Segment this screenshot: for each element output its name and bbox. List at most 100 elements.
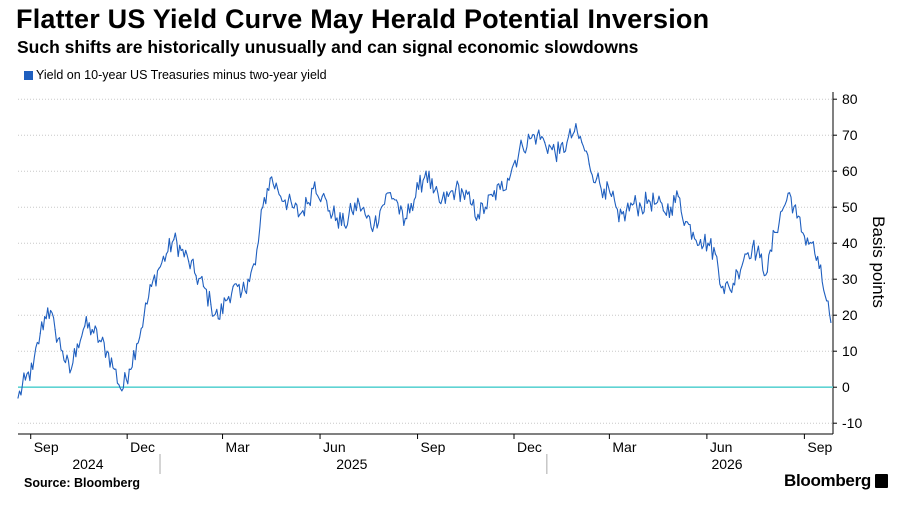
data-point: [180, 249, 182, 251]
data-point: [195, 275, 197, 277]
data-point: [247, 278, 249, 280]
y-tick-label: 70: [842, 127, 858, 143]
data-point: [603, 188, 605, 190]
data-point: [188, 260, 190, 262]
data-point: [69, 372, 71, 374]
data-point: [84, 325, 86, 327]
data-point: [314, 181, 316, 183]
data-point: [529, 138, 531, 140]
data-point: [225, 300, 227, 302]
x-year-label: 2026: [711, 456, 742, 472]
data-point: [143, 314, 145, 316]
data-point: [573, 131, 576, 133]
data-point: [551, 149, 553, 151]
source-note: Source: Bloomberg: [24, 476, 140, 490]
data-point: [106, 350, 108, 352]
data-point: [685, 221, 687, 223]
data-point: [91, 329, 93, 331]
data-point: [618, 221, 620, 223]
data-point: [328, 210, 331, 212]
data-point: [707, 242, 709, 244]
data-point: [818, 267, 820, 269]
data-point: [492, 195, 494, 197]
data-point: [751, 246, 754, 248]
data-point: [76, 343, 78, 345]
legend: Yield on 10-year US Treasuries minus two…: [24, 68, 327, 82]
y-tick-label: 30: [842, 271, 858, 287]
data-point: [291, 206, 294, 208]
data-point: [469, 203, 472, 205]
data-point: [714, 253, 716, 255]
data-point: [380, 206, 383, 208]
data-point: [165, 253, 167, 255]
data-point: [521, 145, 524, 147]
data-point: [284, 199, 286, 201]
y-tick-label: 60: [842, 163, 858, 179]
x-tick-label: Sep: [34, 439, 59, 455]
x-tick-label: Dec: [130, 439, 155, 455]
data-point: [477, 213, 479, 215]
data-point: [321, 195, 323, 197]
chart-title: Flatter US Yield Curve May Herald Potent…: [16, 4, 710, 34]
data-point: [61, 350, 64, 352]
data-point: [366, 217, 368, 219]
data-point: [39, 332, 41, 334]
data-point: [99, 339, 101, 341]
data-point: [610, 195, 613, 197]
series-line-yield-spread: [17, 123, 832, 399]
data-point: [395, 199, 397, 201]
y-tick-label: 40: [842, 235, 858, 251]
data-point: [737, 271, 739, 273]
brand-name: Bloomberg: [783, 471, 871, 490]
data-point: [507, 177, 509, 179]
data-point: [343, 224, 346, 226]
data-point: [566, 141, 568, 143]
data-point: [32, 368, 34, 370]
data-point: [269, 177, 271, 179]
data-point: [781, 210, 783, 212]
data-point: [158, 267, 160, 269]
x-year-label: 2025: [336, 456, 367, 472]
y-tick-label: 50: [842, 199, 858, 215]
data-point: [788, 192, 791, 194]
data-point: [692, 231, 694, 233]
data-point: [336, 217, 338, 219]
data-point: [150, 285, 153, 287]
data-point: [425, 170, 427, 172]
chart-subtitle: Such shifts are historically unusually a…: [17, 37, 639, 57]
data-point: [358, 203, 360, 205]
y-axis-title: Basis points: [869, 216, 888, 308]
data-point: [262, 206, 264, 208]
y-tick-label: 0: [842, 379, 850, 395]
data-point: [440, 203, 442, 205]
x-year-label: 2024: [72, 456, 103, 472]
data-point: [373, 224, 375, 226]
data-point: [625, 210, 627, 212]
data-point: [217, 318, 219, 320]
data-point: [722, 285, 724, 287]
data-point: [670, 206, 672, 208]
data-point: [113, 368, 116, 370]
data-point: [647, 199, 650, 201]
data-point: [796, 217, 798, 219]
x-tick-label: Jun: [710, 439, 733, 455]
y-tick-label: 80: [842, 91, 858, 107]
y-tick-label: 10: [842, 343, 858, 359]
data-point: [254, 264, 256, 266]
legend-swatch: [24, 70, 33, 80]
data-point: [202, 285, 205, 287]
data-point: [803, 235, 805, 237]
data-point: [121, 390, 123, 392]
x-tick-label: Dec: [517, 439, 542, 455]
data-point: [306, 203, 308, 205]
data-point: [514, 159, 516, 161]
data-point: [388, 192, 390, 194]
x-tick-label: Mar: [612, 439, 636, 455]
brand-logo: Bloomberg: [784, 471, 888, 491]
data-point: [17, 397, 19, 399]
data-point: [47, 307, 49, 309]
data-point: [655, 203, 657, 205]
data-point: [581, 141, 583, 143]
x-tick-label: Sep: [421, 439, 446, 455]
data-point: [277, 188, 279, 190]
